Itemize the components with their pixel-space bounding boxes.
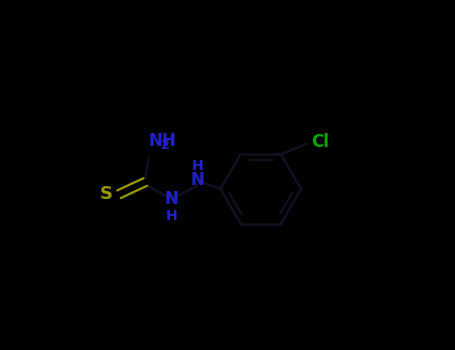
Text: 2: 2	[161, 139, 170, 152]
Text: NH: NH	[149, 133, 177, 150]
Text: Cl: Cl	[311, 133, 329, 151]
Text: H: H	[192, 159, 204, 173]
Text: N: N	[191, 171, 205, 189]
Text: N: N	[165, 190, 178, 209]
Text: S: S	[100, 184, 113, 203]
Text: H: H	[166, 209, 177, 223]
